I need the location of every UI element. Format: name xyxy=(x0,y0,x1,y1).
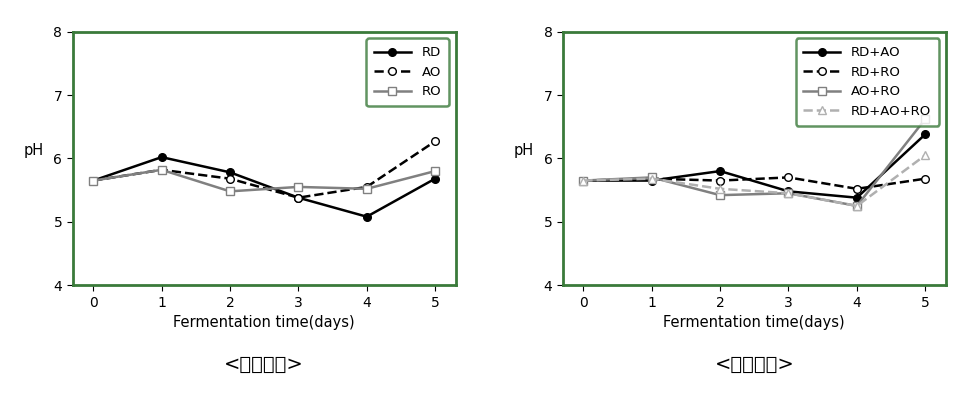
RD+AO+RO xyxy=(919,153,930,158)
RD xyxy=(293,195,304,200)
Legend: RD+AO, RD+RO, AO+RO, RD+AO+RO: RD+AO, RD+RO, AO+RO, RD+AO+RO xyxy=(795,38,938,126)
AO+RO xyxy=(713,193,725,198)
Line: AO+RO: AO+RO xyxy=(578,115,928,210)
AO xyxy=(156,168,168,172)
RD+AO xyxy=(782,189,794,194)
Line: RD+AO+RO: RD+AO+RO xyxy=(578,151,928,210)
X-axis label: Fermentation time(days): Fermentation time(days) xyxy=(173,315,355,330)
RD xyxy=(224,170,235,175)
RD xyxy=(429,176,441,181)
RD+AO+RO xyxy=(713,187,725,191)
RO xyxy=(224,189,235,194)
X-axis label: Fermentation time(days): Fermentation time(days) xyxy=(663,315,844,330)
RO xyxy=(87,178,99,183)
RD+AO+RO xyxy=(577,178,588,183)
RO xyxy=(156,168,168,172)
RD xyxy=(156,155,168,160)
RD xyxy=(360,214,372,219)
RD xyxy=(87,178,99,183)
AO+RO xyxy=(577,178,588,183)
RD+RO xyxy=(645,176,657,181)
RO xyxy=(360,187,372,191)
Line: RD: RD xyxy=(89,153,439,221)
RD+AO xyxy=(919,132,930,137)
Line: RD+AO: RD+AO xyxy=(578,131,928,202)
AO xyxy=(224,176,235,181)
AO xyxy=(87,178,99,183)
Line: AO: AO xyxy=(89,137,439,202)
RD+AO xyxy=(850,195,861,200)
Text: <혼합발효>: <혼합발효> xyxy=(714,355,794,374)
RD+AO xyxy=(645,178,657,183)
Line: RO: RO xyxy=(89,166,439,195)
AO+RO xyxy=(850,204,861,208)
RD+AO xyxy=(577,178,588,183)
RD+RO xyxy=(850,187,861,191)
RD+RO xyxy=(919,176,930,181)
Text: <단독발효>: <단독발효> xyxy=(224,355,303,374)
RO xyxy=(429,169,441,173)
RO xyxy=(293,185,304,189)
AO xyxy=(293,195,304,200)
RD+AO+RO xyxy=(850,204,861,208)
RD+RO xyxy=(713,178,725,183)
AO xyxy=(429,139,441,144)
RD+AO+RO xyxy=(645,176,657,181)
AO+RO xyxy=(645,175,657,180)
RD+AO xyxy=(713,169,725,173)
RD+RO xyxy=(782,175,794,180)
AO+RO xyxy=(919,117,930,122)
Y-axis label: pH: pH xyxy=(24,143,44,158)
AO+RO xyxy=(782,191,794,196)
Legend: RD, AO, RO: RD, AO, RO xyxy=(365,38,449,106)
RD+RO xyxy=(577,178,588,183)
Line: RD+RO: RD+RO xyxy=(578,173,928,192)
AO xyxy=(360,185,372,189)
RD+AO+RO xyxy=(782,191,794,196)
Y-axis label: pH: pH xyxy=(514,143,534,158)
